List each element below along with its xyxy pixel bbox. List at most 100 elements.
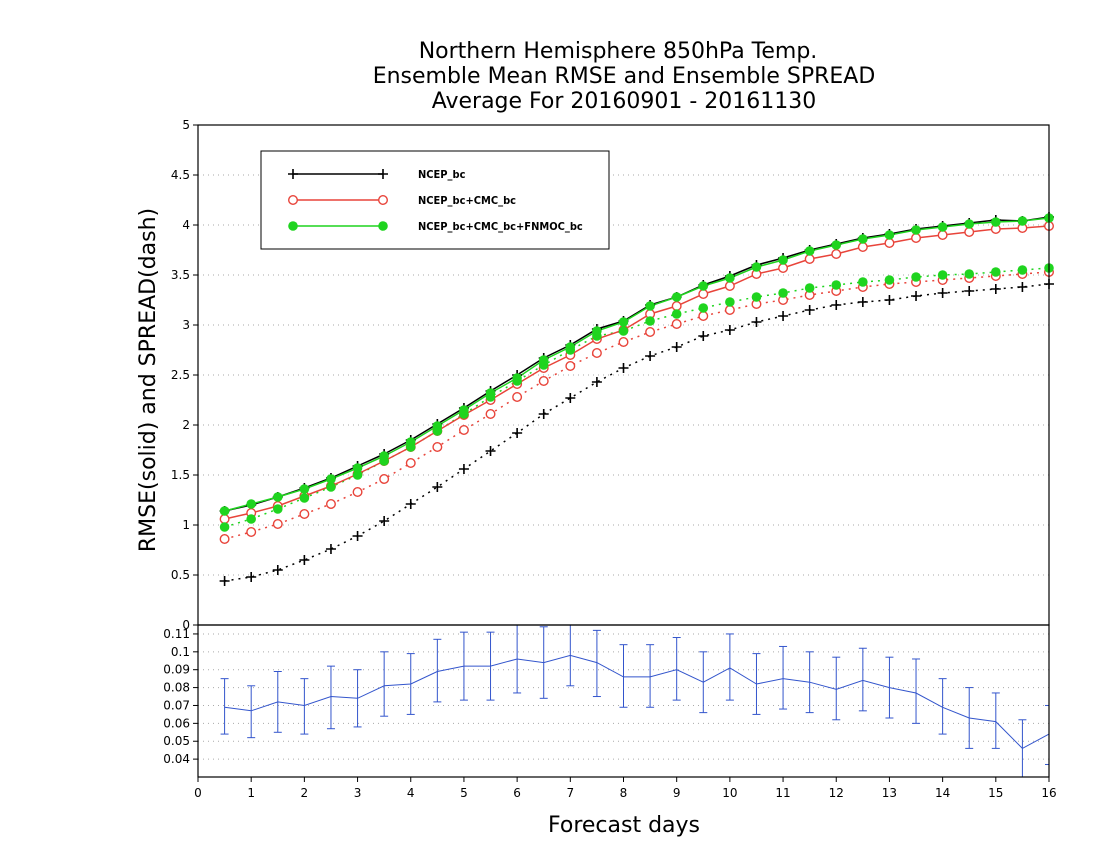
spread-point: [565, 393, 576, 403]
rmse-point: [964, 219, 975, 229]
legend-marker: [288, 194, 299, 205]
spread-line-NCEP_bc+CMC_bc+FNMOC_bc: [224, 267, 1050, 528]
sub-panel-series: [220, 625, 1049, 777]
spread-point: [432, 482, 443, 492]
rmse-point: [751, 262, 762, 272]
spread-point: [512, 428, 523, 438]
spread-point: [858, 277, 868, 287]
rmse-point: [512, 373, 522, 383]
legend-marker: [378, 221, 388, 231]
spread-point: [485, 409, 496, 420]
spread-point: [884, 275, 895, 285]
spread-point: [751, 292, 762, 302]
spread-point: [512, 392, 523, 403]
spread-point: [645, 327, 656, 338]
rmse-line-NCEP_bc: [224, 216, 1050, 512]
rmse-line-NCEP_bc+CMC_bc+FNMOC_bc: [224, 217, 1050, 512]
spread-point: [458, 425, 469, 436]
rmse-point: [432, 421, 443, 431]
spread-point: [485, 446, 496, 456]
spread-point: [831, 280, 842, 290]
x-tick-label: 5: [460, 786, 468, 800]
main-y-tick-label: 4.5: [171, 168, 190, 182]
spread-point: [591, 377, 602, 387]
main-y-tick-label: 1: [182, 518, 190, 532]
rmse-point: [485, 388, 496, 398]
x-tick-label: 6: [513, 786, 521, 800]
main-y-tick-label: 0.5: [171, 568, 190, 582]
x-tick-label: 0: [194, 786, 202, 800]
sub-y-tick-label: 0.09: [163, 663, 190, 677]
rmse-point: [299, 484, 310, 494]
rmse-point: [698, 289, 709, 300]
rmse-point: [937, 229, 948, 240]
spread-point: [299, 509, 310, 520]
rmse-point: [379, 451, 389, 461]
rmse-point: [618, 317, 629, 327]
spread-point: [246, 572, 257, 582]
spread-point: [272, 565, 283, 575]
spread-point: [671, 319, 682, 330]
spread-point: [1017, 282, 1028, 292]
spread-point: [405, 499, 416, 509]
spread-point: [698, 303, 709, 313]
main-y-tick-label: 5: [182, 118, 190, 132]
spread-point: [698, 331, 709, 341]
difference-line: [224, 654, 1049, 750]
x-tick-label: 15: [988, 786, 1003, 800]
rmse-point: [352, 463, 363, 473]
legend-marker: [288, 221, 298, 231]
spread-point: [990, 284, 1001, 294]
rmse-point: [804, 246, 815, 256]
sub-series-clipped: [220, 625, 1049, 777]
rmse-point: [858, 234, 868, 244]
spread-point: [352, 487, 363, 498]
spread-point: [326, 482, 336, 492]
main-y-tick-label: 3.5: [171, 268, 190, 282]
legend-marker: [288, 169, 298, 179]
spread-point: [246, 514, 256, 524]
sub-y-tick-label: 0.11: [163, 627, 190, 641]
rmse-point: [991, 217, 1001, 227]
legend-marker: [378, 194, 389, 205]
rmse-point: [326, 474, 336, 484]
y-axis-label: RMSE(solid) and SPREAD(dash): [136, 208, 161, 552]
spread-point: [379, 474, 390, 485]
spread-point: [884, 295, 895, 305]
spread-point: [724, 325, 735, 335]
spread-point: [618, 363, 629, 373]
axes: 0 0.5 1 1.5 2 2.5 3 3.5 4 4.5 5 0.04 0.05 0.06 0.07 0.0…: [163, 118, 1056, 800]
rmse-point: [778, 263, 789, 274]
spread-point: [299, 493, 310, 503]
spread-line-NCEP_bc+CMC_bc: [224, 271, 1050, 540]
rmse-point: [964, 226, 975, 237]
main-y-tick-label: 4: [182, 218, 190, 232]
spread-point: [352, 531, 363, 541]
spread-point: [591, 348, 602, 359]
spread-point: [645, 316, 655, 326]
legend-marker: [378, 169, 388, 179]
main-panel-series: [219, 212, 1054, 586]
rmse-point: [831, 248, 842, 259]
rmse-point: [219, 514, 230, 525]
rmse-point: [272, 492, 283, 502]
rmse-point: [778, 255, 788, 265]
spread-point: [937, 270, 948, 280]
spread-point: [804, 283, 815, 293]
spread-point: [857, 297, 868, 307]
spread-point: [272, 519, 283, 530]
x-tick-label: 12: [829, 786, 844, 800]
spread-point: [778, 311, 789, 321]
rmse-point: [592, 326, 602, 336]
spread-point: [911, 291, 922, 301]
x-tick-label: 2: [301, 786, 309, 800]
spread-point: [272, 504, 283, 514]
spread-point: [964, 269, 975, 279]
legend: NCEP_bc NCEP_bc+CMC_bc NCEP_bc+CMC_bc+FNMO…: [260, 150, 610, 250]
sub-y-tick-label: 0.1: [171, 645, 190, 659]
rmse-point: [724, 281, 735, 292]
spread-point: [618, 337, 629, 348]
rmse-point: [645, 301, 655, 311]
rmse-point: [538, 355, 549, 365]
